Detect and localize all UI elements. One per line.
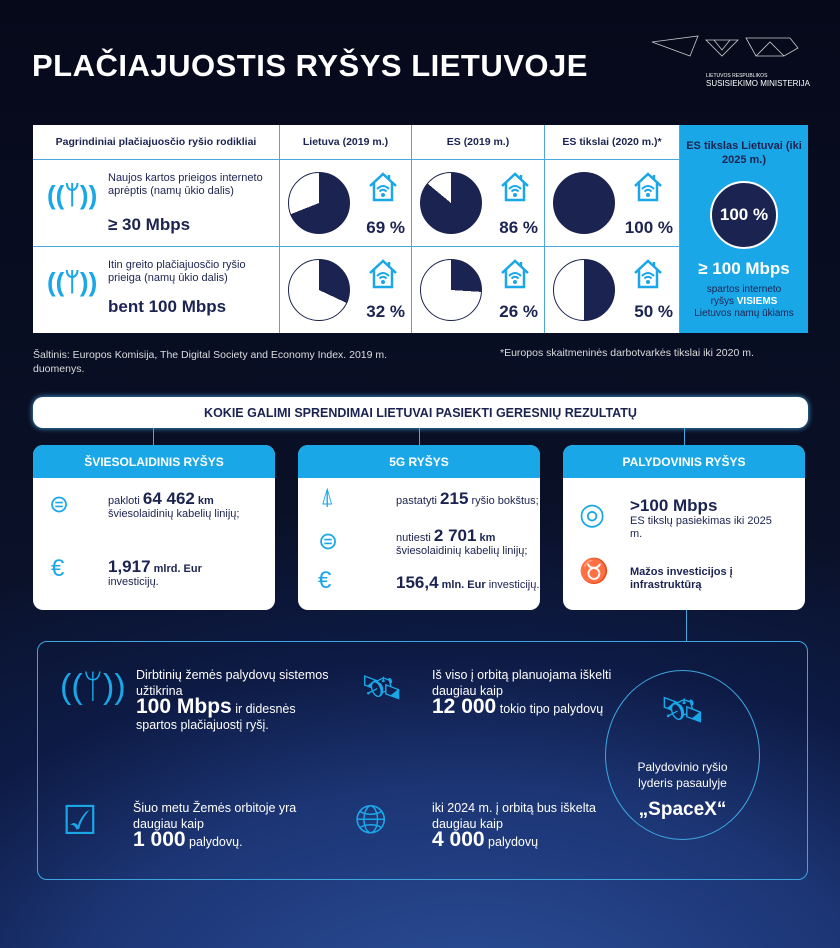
- card-5g: 5G RYŠYS ⍋ pastatyti 215 ryšio bokštus; …: [298, 445, 540, 610]
- percent-label: 86 %: [499, 218, 538, 237]
- header-eu: ES (2019 m.): [412, 125, 545, 160]
- goal-header: ES tikslas Lietuvai (iki 2025 m.): [686, 140, 802, 166]
- fiber-cable-icon: ⊜: [49, 491, 70, 518]
- indicator-text: Naujos kartos prieigos interneto aprėpti…: [108, 172, 263, 197]
- card-satellite: PALYDOVINIS RYŠYS ◎ >100 Mbps ES tikslų p…: [563, 445, 805, 610]
- indicators-table: Pagrindiniai plačiajuosčio ryšio rodikli…: [33, 125, 808, 333]
- card-title: PALYDOVINIS RYŠYS: [563, 445, 805, 478]
- satellite-icon: 🛰︎: [360, 669, 404, 707]
- source-note: Šaltinis: Europos Komisija, The Digital …: [33, 349, 388, 375]
- value-cell: 32 %: [280, 247, 412, 333]
- tower-icon: ⍋: [320, 483, 335, 510]
- antenna-icon: ((ᛘ)): [47, 180, 98, 210]
- pie-chart: [420, 259, 482, 321]
- pie-chart: [288, 172, 350, 234]
- solutions-title: KOKIE GALIMI SPRENDIMAI LIETUVAI PASIEKT…: [33, 397, 808, 428]
- goal-text: spartos interneto ryšys VISIEMS Lietuvos n…: [694, 284, 794, 319]
- towers: pastatyti 215 ryšio bokštus;: [396, 489, 539, 508]
- 5g-km: nutiesti 2 701 km šviesolaidinių kabelių …: [396, 526, 528, 557]
- header-lithuania: Lietuva (2019 m.): [280, 125, 412, 160]
- fiber-cable-icon: ⊜: [318, 528, 339, 555]
- coins-plant-icon: €: [51, 555, 65, 582]
- low-investment: Mažos investicijos į infrastruktūrą: [630, 566, 733, 591]
- fact-speed: Dirbtinių žemės palydovų sistemos užtikr…: [136, 668, 329, 732]
- target-icon: ◎: [579, 498, 606, 531]
- logo-line2: SUSISIEKIMO MINISTERIJA: [706, 79, 811, 88]
- header-indicators: Pagrindiniai plačiajuosčio ryšio rodikli…: [33, 125, 280, 160]
- value-cell: 86 %: [412, 160, 545, 247]
- logo-line1: LIETUVOS RESPUBLIKOS: [706, 73, 768, 79]
- card-title: ŠVIESOLAIDINIS RYŠYS: [33, 445, 275, 478]
- satellite-icon: 🛰︎: [659, 689, 706, 730]
- smart-home-icon: [631, 257, 665, 291]
- percent-label: 32 %: [366, 302, 405, 321]
- indicator-row-label: ((ᛘ)) Itin greito plačiajuosčio ryšio pri…: [33, 247, 280, 333]
- value-cell: 50 %: [545, 247, 680, 333]
- fact-current: Šiuo metu Žemės orbitoje yra daugiau kai…: [133, 801, 297, 851]
- piggy-bank-icon: ♉: [579, 558, 609, 585]
- indicator-row-label: ((ᛘ)) Naujos kartos prieigos interneto ap…: [33, 160, 280, 247]
- leader-text: Palydovinio ryšio lyderis pasaulyje: [637, 760, 728, 790]
- leader-name: „SpaceX“: [638, 799, 727, 820]
- percent-label: 26 %: [499, 302, 538, 321]
- smart-home-icon: [366, 257, 400, 291]
- indicator-text: Itin greito plačiajuosčio ryšio prieiga …: [108, 259, 246, 284]
- antenna-icon: ((ᛘ)): [60, 668, 126, 706]
- smart-home-icon: [498, 170, 532, 204]
- card-title: 5G RYŠYS: [298, 445, 540, 478]
- goal-circle: 100 %: [710, 181, 778, 249]
- fact-planned: Iš viso į orbitą planuojama iškelti daug…: [432, 668, 612, 718]
- check-icon: ☑: [62, 799, 98, 843]
- satellite-speed: >100 Mbps ES tikslų pasiekimas iki 2025 m…: [630, 496, 772, 540]
- 5g-investment: 156,4 mln. Eur investicijų.: [396, 573, 540, 592]
- pie-chart: [553, 259, 615, 321]
- page-title: PLAČIAJUOSTIS RYŠYS LIETUVOJE: [32, 48, 588, 83]
- indicator-speed: bent 100 Mbps: [108, 297, 227, 316]
- pie-chart: [553, 172, 615, 234]
- smart-home-icon: [631, 170, 665, 204]
- logo-origami-icon: [651, 35, 799, 57]
- antenna-icon: ((ᛘ)): [47, 267, 98, 297]
- header-eu-targets: ES tikslai (2020 m.)*: [545, 125, 680, 160]
- indicator-speed: ≥ 30 Mbps: [108, 215, 191, 234]
- value-cell: 100 %: [545, 160, 680, 247]
- footnote: *Europos skaitmeninės darbotvarkės tiksl…: [500, 347, 754, 359]
- ministry-logo: LIETUVOS RESPUBLIKOS SUSISIEKIMO MINISTE…: [650, 34, 810, 88]
- percent-label: 100 %: [624, 218, 673, 237]
- smart-home-icon: [366, 170, 400, 204]
- smart-home-icon: [498, 257, 532, 291]
- globe-icon: 🌐︎: [355, 798, 387, 842]
- fact-2024: iki 2024 m. į orbitą bus iškelta daugiau…: [432, 801, 596, 851]
- spacex-circle: 🛰︎ Palydovinio ryšio lyderis pasaulyje „…: [605, 670, 760, 840]
- eu-goal-column: ES tikslas Lietuvai (iki 2025 m.) 100 % …: [680, 125, 808, 333]
- satellite-facts-panel: [37, 641, 808, 880]
- percent-label: 69 %: [366, 218, 405, 237]
- fiber-investment: 1,917 mlrd. Eur investicijų.: [108, 557, 202, 588]
- pie-chart: [288, 259, 350, 321]
- fiber-km: pakloti 64 462 km šviesolaidinių kabelių …: [108, 489, 240, 520]
- pie-chart: [420, 172, 482, 234]
- card-fiber: ŠVIESOLAIDINIS RYŠYS ⊜ pakloti 64 462 km…: [33, 445, 275, 610]
- percent-label: 50 %: [634, 302, 673, 321]
- goal-speed: ≥ 100 Mbps: [698, 259, 790, 278]
- value-cell: 26 %: [412, 247, 545, 333]
- value-cell: 69 %: [280, 160, 412, 247]
- coins-plant-icon: €: [318, 567, 332, 594]
